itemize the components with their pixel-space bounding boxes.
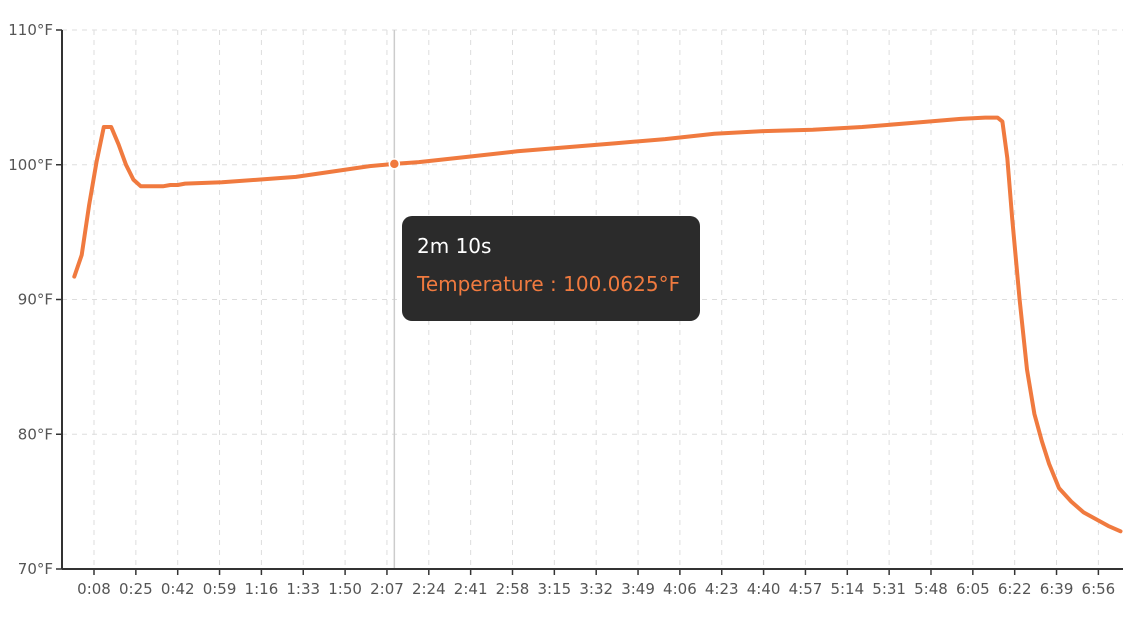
axis-layer <box>56 29 1123 575</box>
x-tick-label: 2:41 <box>454 580 488 598</box>
x-tick-label: 5:48 <box>914 580 948 598</box>
x-tick-label: 4:23 <box>705 580 739 598</box>
x-tick-label: 4:57 <box>789 580 823 598</box>
labels-layer: 70°F 80°F 90°F 100°F 110°F 0:08 0:25 0:42 0:59 1:… <box>8 21 1115 598</box>
x-tick-label: 6:56 <box>1082 580 1116 598</box>
x-tick-label: 2:58 <box>496 580 530 598</box>
x-tick-label: 3:32 <box>579 580 613 598</box>
x-tick-label: 6:22 <box>998 580 1032 598</box>
x-tick-label: 1:50 <box>328 580 362 598</box>
x-tick-label: 4:40 <box>747 580 781 598</box>
tooltip-value: Temperature : 100.0625°F <box>417 272 681 296</box>
x-tick-label: 3:49 <box>621 580 655 598</box>
x-tick-label: 0:08 <box>77 580 111 598</box>
x-tick-label: 3:15 <box>537 580 571 598</box>
highlight-point <box>388 158 401 170</box>
y-tick-label: 80°F <box>18 425 53 443</box>
x-tick-label: 1:33 <box>286 580 320 598</box>
y-tick-label: 70°F <box>18 560 53 578</box>
y-tick-label: 90°F <box>18 291 53 309</box>
x-tick-label: 0:59 <box>203 580 237 598</box>
series-layer <box>72 115 1123 534</box>
chart-tooltip: 2m 10s Temperature : 100.0625°F <box>402 216 700 321</box>
x-tick-label: 1:16 <box>245 580 279 598</box>
x-tick-label: 2:07 <box>370 580 404 598</box>
y-tick-label: 100°F <box>8 156 53 174</box>
x-tick-label: 6:05 <box>956 580 990 598</box>
x-tick-label: 5:31 <box>872 580 906 598</box>
x-tick-label: 6:39 <box>1040 580 1074 598</box>
x-tick-label: 0:25 <box>119 580 153 598</box>
tooltip-title: 2m 10s <box>417 234 492 258</box>
x-tick-label: 2:24 <box>412 580 446 598</box>
x-tick-label: 4:06 <box>663 580 697 598</box>
temperature-series-line <box>72 115 1123 534</box>
y-tick-label: 110°F <box>8 21 53 39</box>
x-tick-label: 5:14 <box>830 580 864 598</box>
x-tick-label: 0:42 <box>161 580 195 598</box>
